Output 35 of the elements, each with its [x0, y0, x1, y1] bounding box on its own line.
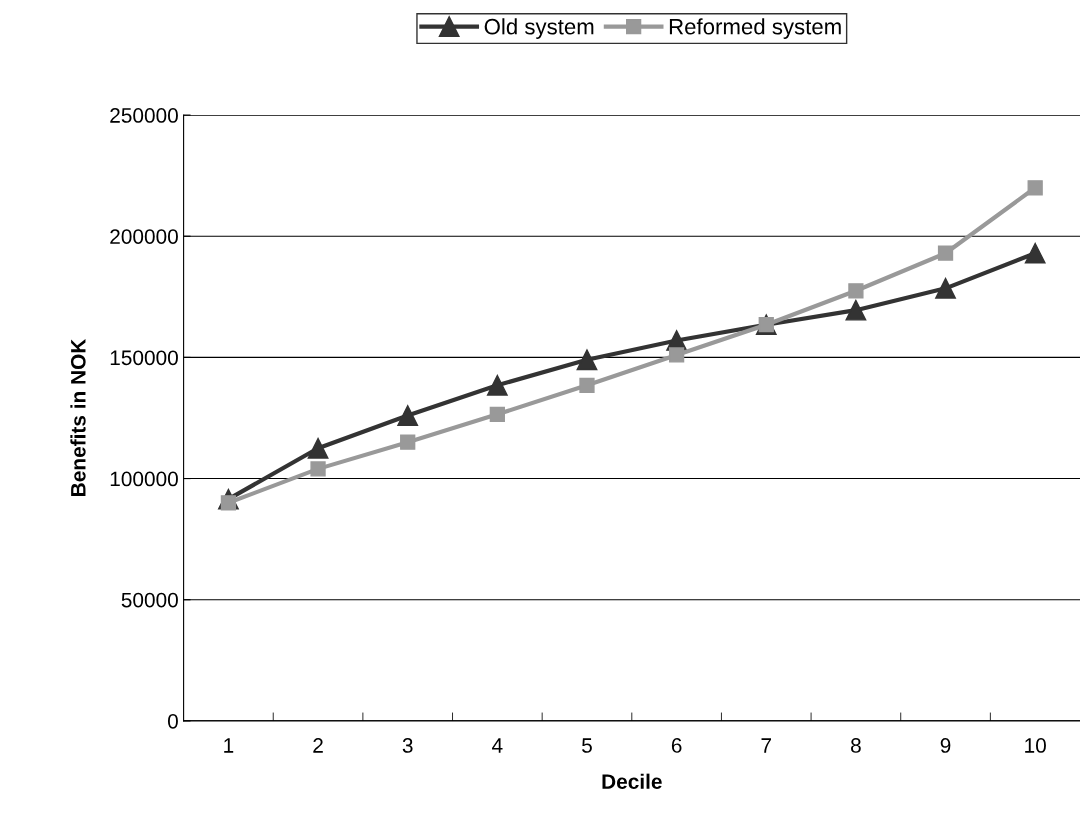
- x-tick-label: 9: [940, 738, 951, 753]
- point: [579, 377, 595, 393]
- point: [937, 245, 954, 261]
- point: [1027, 180, 1043, 196]
- point: [668, 347, 685, 363]
- y-tick-label: 0: [167, 713, 178, 729]
- point: [310, 461, 326, 477]
- y-tick-label: 200000: [110, 229, 178, 244]
- y-axis-title: Benefits in NOK: [70, 338, 86, 496]
- point: [486, 374, 508, 396]
- x-tick-label: 1: [224, 738, 234, 753]
- point: [400, 434, 416, 450]
- point: [489, 406, 505, 422]
- x-tick-label: 4: [492, 738, 503, 753]
- x-tick-label: 8: [851, 738, 861, 753]
- x-tick-label: 3: [402, 738, 413, 753]
- y-tick-label: 100000: [110, 471, 178, 487]
- point: [576, 349, 598, 371]
- y-tick-label: 50000: [121, 592, 178, 608]
- legend-label: Reformed system: [669, 18, 841, 39]
- x-tick-label: 10: [1025, 738, 1046, 753]
- legend-label: Old system: [484, 18, 594, 39]
- x-tick-label: 2: [313, 738, 323, 753]
- x-tick-label: 7: [761, 738, 772, 753]
- x-tick-label: 5: [582, 738, 592, 753]
- point: [848, 283, 864, 299]
- y-tick-label: 150000: [110, 350, 178, 366]
- x-tick-label: 6: [671, 738, 682, 753]
- point: [1024, 242, 1046, 264]
- x-axis-title: Decile: [602, 773, 662, 789]
- point: [845, 299, 867, 321]
- point: [307, 437, 329, 459]
- point: [935, 277, 956, 299]
- point: [397, 405, 419, 426]
- y-tick-label: 250000: [110, 108, 178, 123]
